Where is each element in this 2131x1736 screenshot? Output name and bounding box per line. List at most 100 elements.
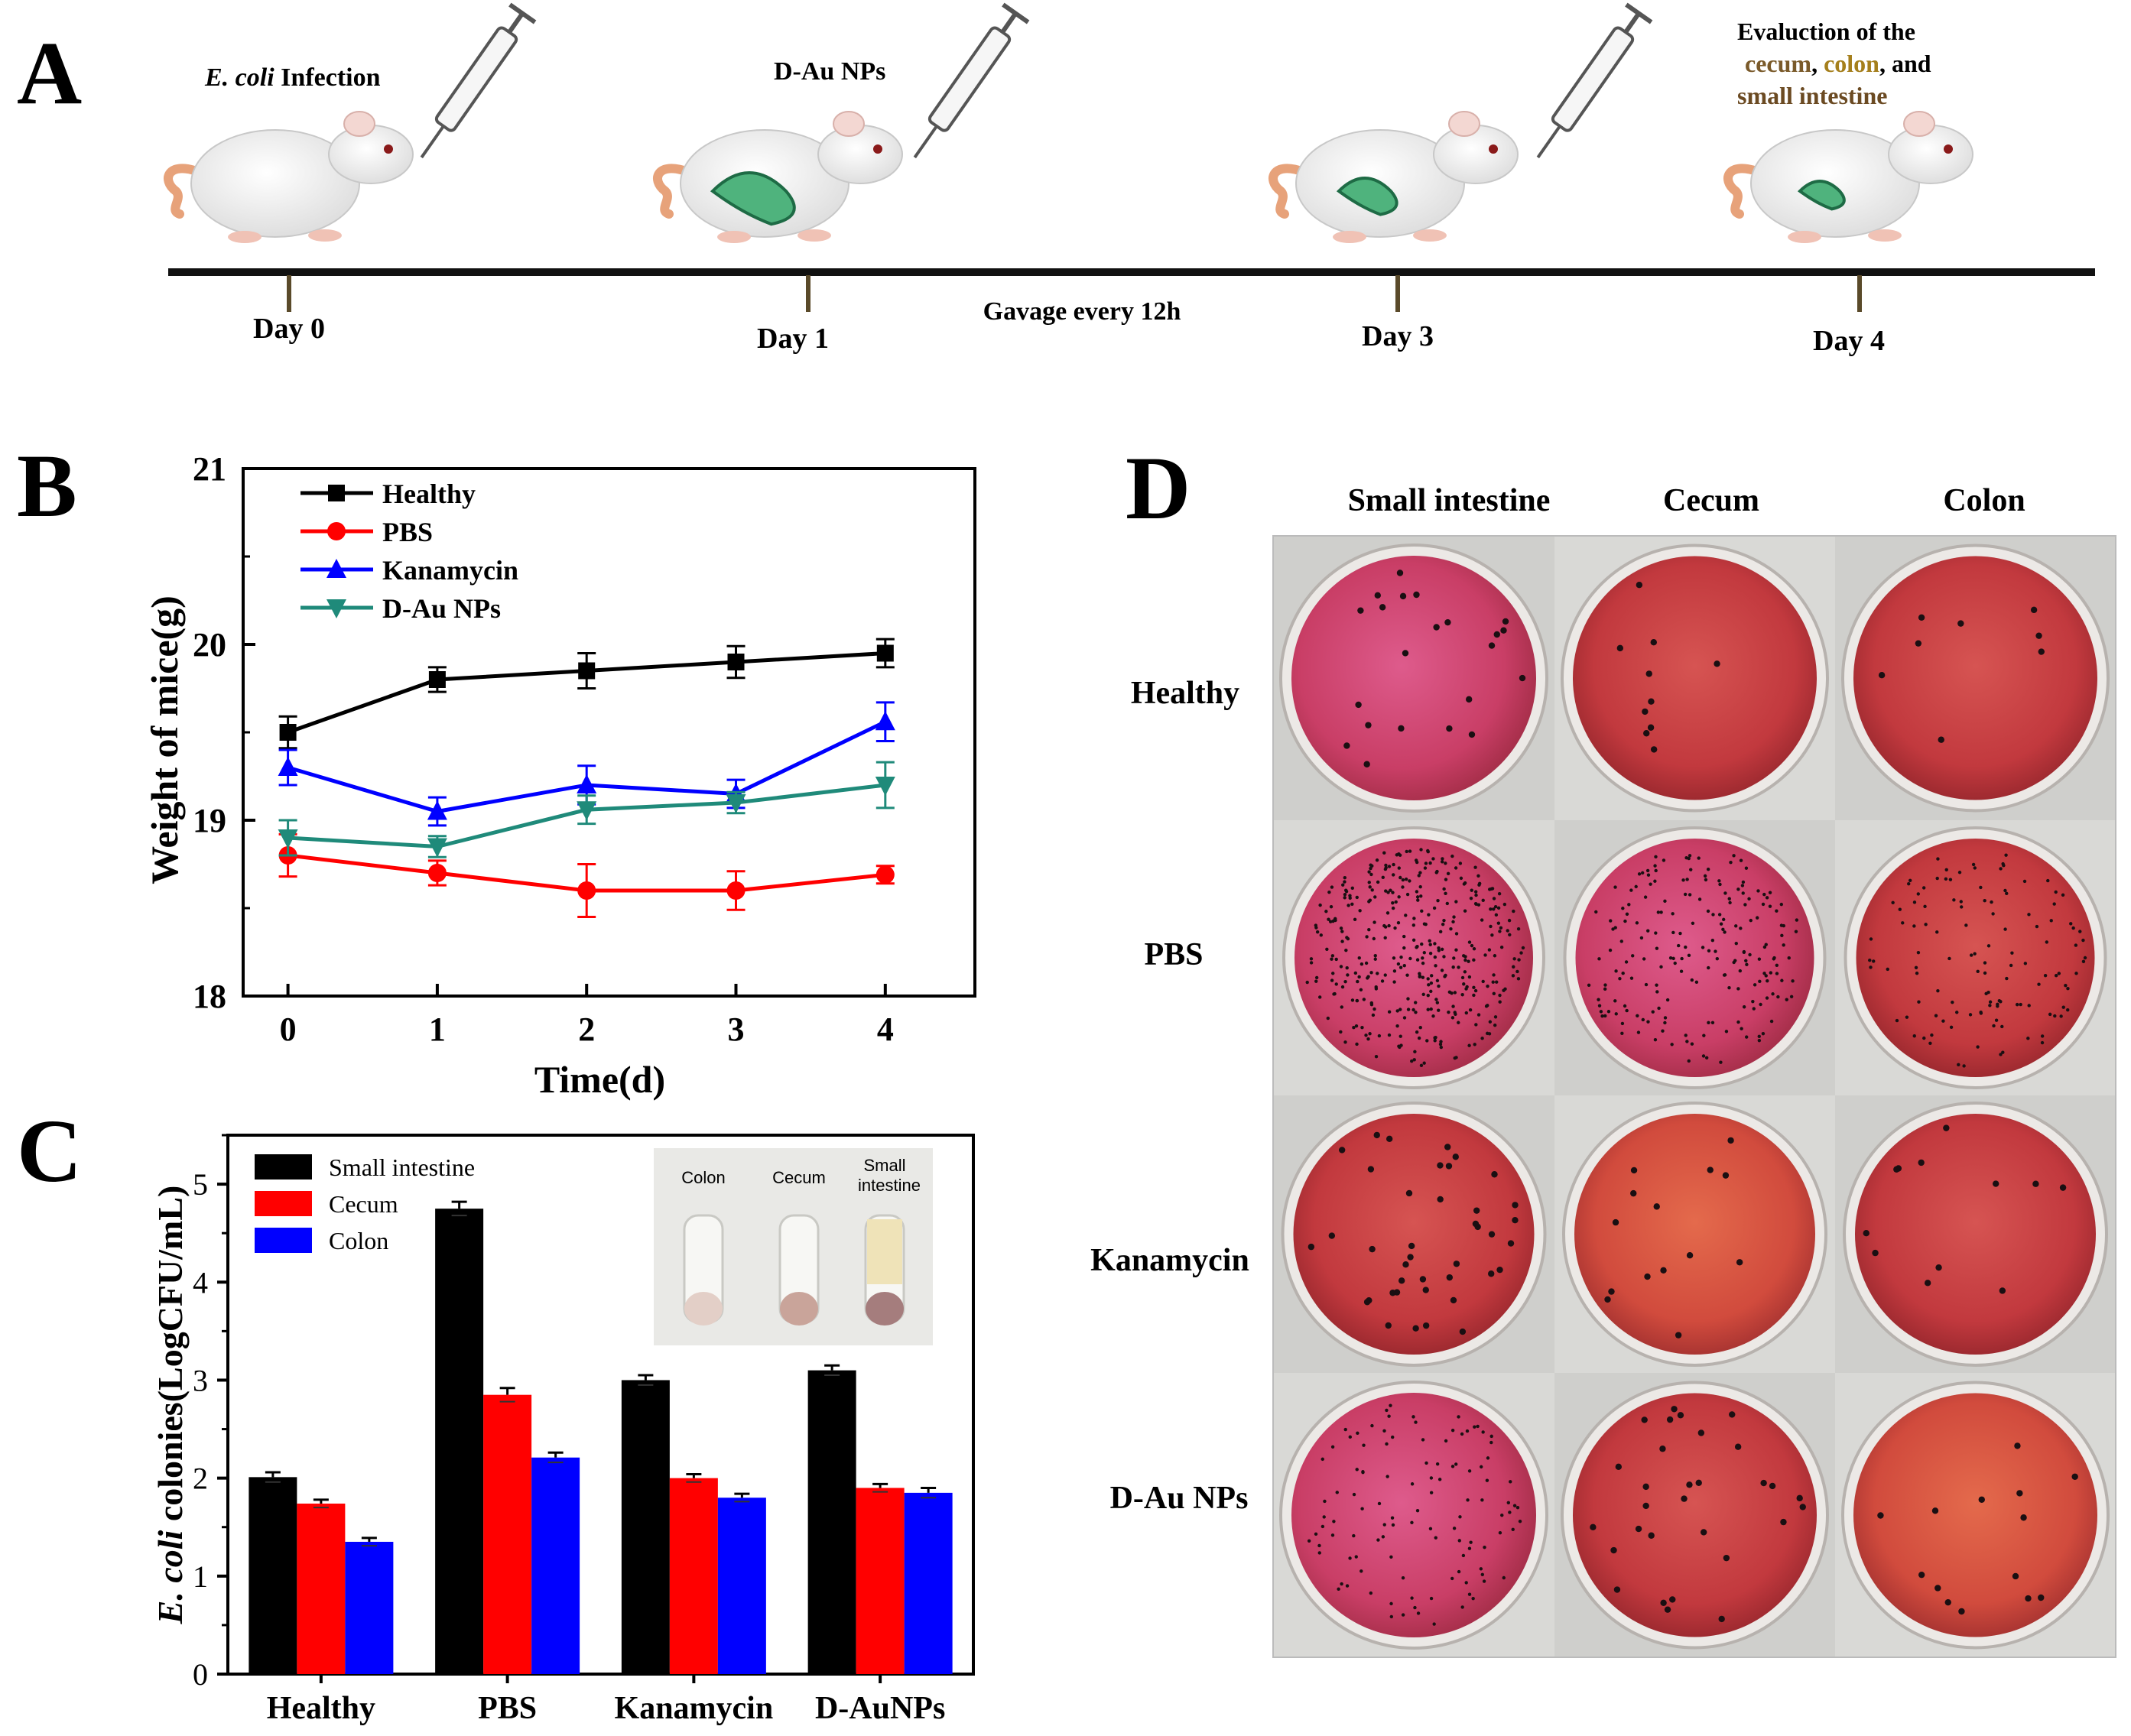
colony xyxy=(1609,919,1613,923)
row-label: Healthy xyxy=(1131,676,1239,711)
colony xyxy=(1734,924,1738,928)
colony xyxy=(1936,988,1940,993)
colony xyxy=(1878,671,1886,679)
colony xyxy=(1411,1415,1415,1419)
data-point xyxy=(327,522,346,540)
colony xyxy=(1385,1475,1389,1478)
colony xyxy=(1339,926,1343,930)
colony xyxy=(1411,938,1416,942)
colony xyxy=(1406,997,1410,1001)
colony xyxy=(1688,893,1692,897)
row-label: PBS xyxy=(1144,937,1203,972)
colony xyxy=(1355,701,1362,709)
colony xyxy=(1474,893,1478,897)
colony xyxy=(1706,868,1710,871)
colony xyxy=(1381,875,1385,879)
colony xyxy=(1324,910,1328,913)
colony xyxy=(1744,866,1749,870)
colony xyxy=(1662,858,1666,862)
bar-cecum xyxy=(297,1503,346,1674)
colony xyxy=(1615,1463,1623,1471)
colony xyxy=(1657,1006,1661,1011)
colony xyxy=(1912,924,1916,928)
colony xyxy=(1508,933,1512,937)
colony xyxy=(1515,1506,1520,1510)
colony xyxy=(1422,1322,1430,1329)
colony xyxy=(1343,896,1346,900)
colony xyxy=(1307,1539,1311,1543)
colony xyxy=(1434,998,1438,1001)
colony xyxy=(1691,921,1695,925)
petri-agar xyxy=(1295,839,1533,1077)
petri-agar xyxy=(1575,839,1814,1077)
colony xyxy=(1367,1166,1375,1173)
colony xyxy=(1343,1427,1347,1432)
colony xyxy=(1958,1608,1965,1615)
colony xyxy=(1756,916,1759,920)
colony xyxy=(1620,1021,1625,1026)
colony xyxy=(1385,1408,1389,1413)
colony xyxy=(2026,1037,2030,1040)
colony xyxy=(1451,965,1455,969)
data-point xyxy=(875,711,895,731)
colony xyxy=(1519,674,1526,682)
row-label: Kanamycin xyxy=(1090,1243,1249,1278)
colony xyxy=(1710,1021,1715,1024)
colony xyxy=(1650,746,1658,753)
colony xyxy=(1345,1584,1350,1588)
colony xyxy=(1630,1189,1637,1197)
colony xyxy=(1465,985,1469,989)
colony xyxy=(1765,896,1769,900)
data-point xyxy=(726,794,746,813)
colony xyxy=(2032,1180,2039,1187)
colony xyxy=(1655,990,1659,994)
y-axis-label: E. coli colonies(LogCFU/mL) xyxy=(151,1186,190,1625)
colony xyxy=(1399,592,1407,600)
colony xyxy=(1498,1531,1502,1535)
colony xyxy=(1766,978,1769,983)
mouse-illustration xyxy=(1269,111,1519,243)
colony xyxy=(2022,879,2027,884)
colony xyxy=(1507,918,1512,923)
petri-dish-cell xyxy=(1835,820,2116,1095)
colony xyxy=(1491,980,1495,984)
y-axis-label: Weight of mice(g) xyxy=(143,595,186,884)
colony xyxy=(1722,1172,1730,1179)
colony xyxy=(1723,930,1727,934)
colony xyxy=(1653,864,1657,868)
colony xyxy=(1515,969,1519,974)
bar-small_intestine xyxy=(435,1209,484,1674)
y-tick-label: 3 xyxy=(193,1363,208,1397)
colony xyxy=(1329,904,1333,909)
colony xyxy=(1395,1009,1399,1013)
colony xyxy=(1361,1470,1365,1475)
colony xyxy=(1419,848,1423,852)
colony xyxy=(1683,892,1688,897)
colony xyxy=(1454,948,1458,952)
colony xyxy=(1918,1571,1925,1579)
colony xyxy=(2005,976,2009,981)
colony xyxy=(1923,904,1927,909)
petri-agar xyxy=(1293,1114,1535,1355)
colony xyxy=(1434,871,1438,874)
colony xyxy=(1941,1019,1945,1023)
colony xyxy=(1450,1016,1455,1020)
colony xyxy=(1891,900,1895,904)
colony xyxy=(1761,1031,1766,1036)
colony xyxy=(1472,993,1476,998)
petri-dish-cell xyxy=(1554,1095,1835,1373)
colony xyxy=(1951,1000,1954,1004)
colony xyxy=(1642,1502,1649,1510)
colony xyxy=(1675,1332,1682,1339)
data-point xyxy=(427,864,447,882)
y-tick-label: 1 xyxy=(193,1559,208,1594)
colony xyxy=(1397,852,1401,856)
y-axis-label-italic: E. coli xyxy=(151,1530,190,1624)
day-label: Day 1 xyxy=(757,323,829,355)
colony xyxy=(1359,1569,1363,1573)
colony xyxy=(1433,624,1440,631)
colony xyxy=(2066,987,2070,991)
colony xyxy=(1442,918,1446,923)
row-label: D-Au NPs xyxy=(1110,1481,1249,1516)
